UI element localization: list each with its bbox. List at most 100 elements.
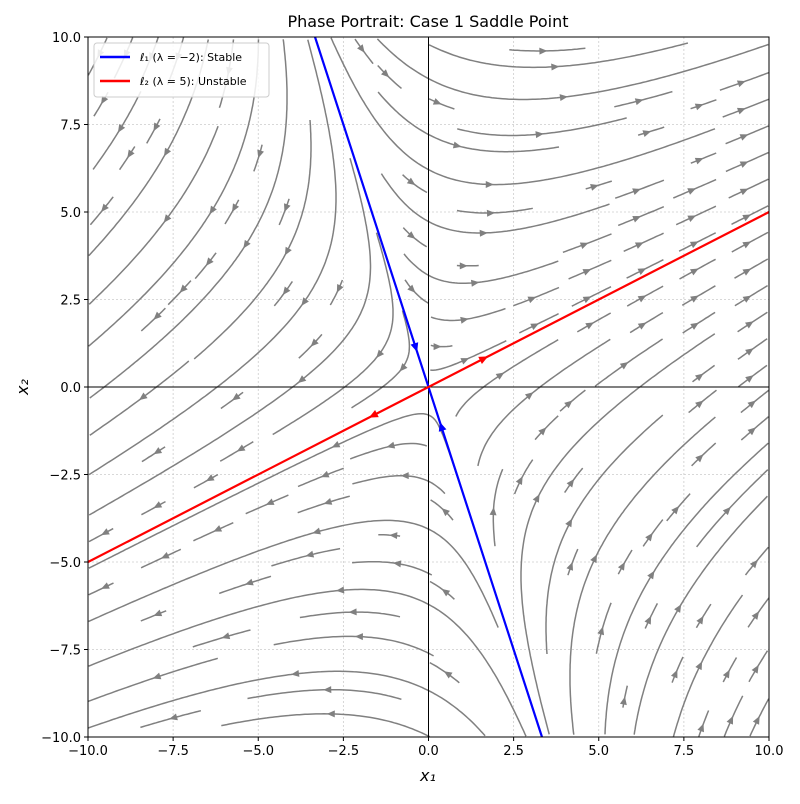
- streamline: [219, 576, 271, 593]
- streamline: [577, 313, 610, 332]
- streamline: [683, 312, 715, 333]
- streamline: [560, 390, 585, 411]
- streamline-arrow: [740, 131, 750, 141]
- streamline-arrow: [533, 492, 543, 502]
- legend: ℓ₁ (λ = −2): Stable ℓ₂ (λ = 5): Unstable: [94, 43, 269, 97]
- streamline: [624, 233, 664, 251]
- streamline: [378, 92, 559, 152]
- streamline-arrow: [150, 123, 160, 133]
- streamline: [729, 179, 769, 198]
- streamline: [271, 549, 340, 566]
- streamline-arrow: [695, 101, 705, 110]
- streamline-arrow: [460, 355, 470, 365]
- streamline-arrow: [580, 240, 590, 249]
- streamline-arrow: [486, 181, 494, 188]
- streamline-arrow: [644, 614, 654, 624]
- streamline-arrow: [389, 532, 397, 539]
- streamline: [221, 392, 243, 408]
- streamline: [430, 582, 454, 600]
- y-tick-label: −10.0: [41, 731, 81, 746]
- streamline: [699, 711, 709, 737]
- streamline: [120, 147, 135, 170]
- streamline: [595, 339, 663, 386]
- streamline-arrow: [460, 262, 468, 269]
- streamline: [298, 468, 344, 486]
- streamline: [546, 415, 663, 654]
- streamline-arrow: [152, 501, 162, 511]
- streamline-arrow: [642, 128, 652, 137]
- streamline-arrow: [480, 229, 488, 236]
- streamline: [457, 118, 627, 136]
- streamline: [618, 207, 664, 226]
- streamline-arrow: [240, 240, 250, 251]
- streamline: [90, 361, 189, 435]
- streamline: [141, 502, 165, 515]
- x-tick-label: 0.0: [418, 744, 439, 759]
- streamline-arrow: [235, 444, 245, 454]
- streamline: [682, 286, 715, 306]
- streamline-arrow: [204, 474, 214, 484]
- streamline: [614, 92, 672, 107]
- streamline: [696, 604, 711, 628]
- x-tick-label: −7.5: [157, 744, 189, 759]
- streamline: [692, 443, 716, 466]
- streamline: [630, 313, 663, 333]
- streamline-arrow: [690, 265, 700, 275]
- streamline: [254, 145, 262, 172]
- streamline-arrow: [583, 293, 593, 303]
- streamline-arrow: [327, 710, 335, 717]
- streamline-arrow: [212, 525, 222, 535]
- y-tick-label: −7.5: [49, 644, 81, 659]
- streamline: [456, 340, 558, 417]
- streamline: [430, 663, 460, 683]
- streamline-arrow: [687, 212, 697, 222]
- streamline-arrow: [743, 293, 753, 303]
- streamline-arrow: [401, 472, 409, 479]
- streamline-arrow: [690, 238, 700, 248]
- streamline: [141, 611, 166, 621]
- streamline: [493, 469, 502, 546]
- streamline-arrow: [566, 561, 575, 571]
- unstable-eigenline-arrow: [478, 353, 490, 364]
- legend-label-stable: ℓ₁ (λ = −2): Stable: [139, 51, 242, 64]
- streamline: [352, 562, 432, 575]
- streamline: [691, 153, 716, 163]
- y-tick-label: 0.0: [60, 381, 81, 396]
- streamline-arrow: [535, 130, 544, 138]
- streamline: [330, 280, 342, 305]
- streamline-arrow: [221, 632, 231, 641]
- y-tick-label: −2.5: [49, 469, 81, 484]
- streamline-arrow: [433, 98, 443, 107]
- streamline-arrow: [282, 247, 292, 257]
- streamline: [478, 339, 610, 466]
- streamline: [724, 696, 742, 737]
- streamline-arrow: [671, 668, 681, 678]
- chart-title: Phase Portrait: Case 1 Saddle Point: [287, 12, 568, 31]
- streamline-arrow: [565, 517, 575, 527]
- streamline: [723, 99, 769, 117]
- streamline-arrow: [618, 560, 628, 570]
- streamline: [88, 671, 485, 736]
- streamline-arrow: [742, 211, 752, 221]
- streamline: [735, 259, 768, 278]
- streamline-arrow: [742, 238, 752, 248]
- streamline-arrow: [740, 158, 750, 168]
- y-tick-label: 2.5: [60, 294, 81, 309]
- streamline: [273, 233, 393, 435]
- streamline-arrow: [496, 370, 507, 380]
- streamline-arrow: [638, 292, 648, 302]
- streamline-arrow: [305, 551, 315, 560]
- streamline-arrow: [490, 507, 498, 516]
- streamline-arrow: [434, 343, 442, 350]
- streamline-arrow: [687, 185, 697, 195]
- streamline-arrow: [319, 471, 329, 480]
- streamline-arrow: [487, 209, 495, 216]
- streamline-arrow: [115, 124, 125, 134]
- streamline: [298, 496, 350, 513]
- streamline-arrow: [695, 155, 705, 164]
- streamline: [404, 254, 558, 283]
- streamline-arrow: [690, 293, 700, 303]
- stable-eigenline-arrow: [411, 342, 421, 353]
